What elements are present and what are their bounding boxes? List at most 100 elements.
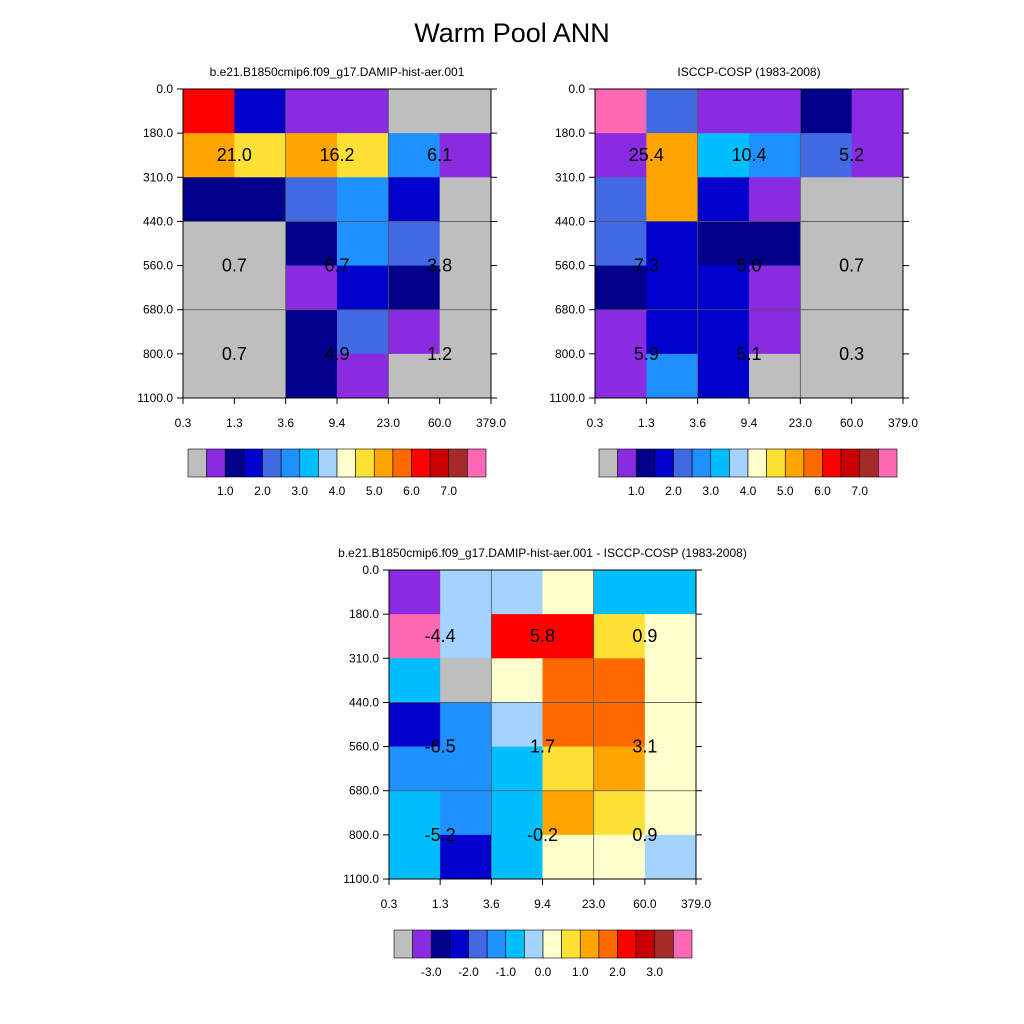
colorbar-swatch <box>542 929 562 959</box>
heatmap-cell <box>491 570 543 615</box>
heatmap-cell <box>440 702 492 747</box>
figure-title: Warm Pool ANN <box>414 18 610 48</box>
y-tick-label: 310.0 <box>143 170 173 184</box>
colorbar-swatch <box>411 448 431 478</box>
heatmap-cell <box>595 177 647 222</box>
heatmap-cell <box>646 177 699 222</box>
colorbar-swatch <box>822 448 842 478</box>
colorbar-tick-label: 4.0 <box>329 484 346 498</box>
colorbar-tick-label: -1.0 <box>495 965 516 979</box>
x-tick-label: 3.6 <box>483 897 500 911</box>
colorbar-swatch <box>468 929 488 959</box>
heatmap-cell <box>285 265 338 311</box>
cell-value-label: -6.5 <box>425 737 456 757</box>
colorbar-swatch <box>654 448 674 478</box>
heatmap-cell <box>337 177 389 222</box>
colorbar-swatch <box>598 929 618 959</box>
heatmap-cell <box>389 570 441 615</box>
colorbar-tick-label: -3.0 <box>421 965 442 979</box>
colorbar-swatch <box>355 448 375 478</box>
colorbar-swatch <box>243 448 263 478</box>
heatmap-cell <box>800 265 853 311</box>
colorbar-swatch <box>710 448 730 478</box>
colorbar-swatch <box>280 448 301 478</box>
heatmap-cell <box>644 834 697 880</box>
colorbar-swatch <box>412 929 432 959</box>
heatmap-cell <box>646 133 699 178</box>
x-tick-label: 379.0 <box>476 416 506 430</box>
heatmap-cell <box>183 89 235 134</box>
colorbar-swatch <box>524 929 544 959</box>
heatmap-cell <box>285 353 338 399</box>
cell-value-label: -4.4 <box>425 626 456 646</box>
colorbar-tick-label: 7.0 <box>440 484 457 498</box>
heatmap-cell <box>800 221 853 266</box>
heatmap-cell <box>542 790 595 836</box>
heatmap-cell <box>749 265 801 311</box>
heatmap-cell <box>697 89 750 134</box>
x-tick-label: 9.4 <box>741 416 758 430</box>
cell-value-label: 5.1 <box>736 344 761 364</box>
x-tick-label: 0.3 <box>381 897 398 911</box>
heatmap-cell <box>491 834 543 880</box>
heatmap-cell <box>697 133 750 178</box>
heatmap-cell <box>595 265 647 311</box>
colorbar-swatch <box>336 448 356 478</box>
colorbar-swatch <box>803 448 823 478</box>
heatmap-cell <box>234 133 287 178</box>
x-tick-label: 9.4 <box>329 416 346 430</box>
heatmap-cell <box>595 353 647 399</box>
colorbar-tick-label: -2.0 <box>458 965 479 979</box>
colorbar-tick-label: 0.0 <box>535 965 552 979</box>
heatmap-panel-3: 0.0180.0310.0440.0560.0680.0800.01100.00… <box>338 546 747 979</box>
heatmap-cell <box>851 221 904 266</box>
panel-title: ISCCP-COSP (1983-2008) <box>677 65 820 79</box>
x-tick-label: 23.0 <box>377 416 401 430</box>
heatmap-cell <box>593 702 646 747</box>
heatmap-cell <box>388 89 441 134</box>
heatmap-panel-2: 0.0180.0310.0440.0560.0680.0800.01100.00… <box>549 65 918 498</box>
colorbar-swatch <box>206 448 226 478</box>
heatmap-cell <box>388 221 441 266</box>
heatmap-cell <box>491 702 543 747</box>
heatmap-cell <box>388 265 441 311</box>
heatmap-cell <box>697 177 750 222</box>
heatmap-cell <box>749 353 801 399</box>
heatmap-cell <box>851 353 904 399</box>
heatmap-cell <box>183 177 235 222</box>
heatmap-cell <box>646 309 699 355</box>
colorbar-swatch <box>617 448 637 478</box>
heatmap-cell <box>389 614 441 659</box>
heatmap-cell <box>234 353 287 399</box>
colorbar-swatch <box>561 929 581 959</box>
heatmap-cell <box>644 614 697 659</box>
colorbar-tick-label: 6.0 <box>814 484 831 498</box>
colorbar-swatch <box>262 448 282 478</box>
x-tick-label: 0.3 <box>587 416 604 430</box>
heatmap-cell <box>183 265 235 311</box>
colorbar-swatch <box>691 448 712 478</box>
colorbar-tick-label: 3.0 <box>646 965 663 979</box>
heatmap-cell <box>749 221 801 266</box>
colorbar-tick-label: 4.0 <box>740 484 757 498</box>
cell-value-label: 7.3 <box>634 256 659 276</box>
cell-value-label: 5.9 <box>634 344 659 364</box>
colorbar-swatch <box>598 448 618 478</box>
colorbar-swatch <box>635 929 656 959</box>
heatmap-cell <box>234 177 287 222</box>
colorbar-swatch <box>766 448 786 478</box>
y-tick-label: 0.0 <box>568 82 585 96</box>
colorbar-swatch <box>448 448 468 478</box>
heatmap-cell <box>388 353 441 399</box>
colorbar: -3.0 -2.0 -1.0 0.0 1.0 2.0 3.0 <box>393 929 693 979</box>
cell-value-label: 25.4 <box>629 145 664 165</box>
cell-value-label: -0.2 <box>527 825 558 845</box>
heatmap-cell <box>644 702 697 747</box>
heatmap-cell <box>440 614 492 659</box>
heatmap-cell <box>593 570 646 615</box>
heatmap-cell <box>542 702 595 747</box>
heatmap-cell <box>491 790 543 836</box>
heatmap-cell <box>439 221 492 266</box>
heatmap-cell <box>388 133 441 178</box>
